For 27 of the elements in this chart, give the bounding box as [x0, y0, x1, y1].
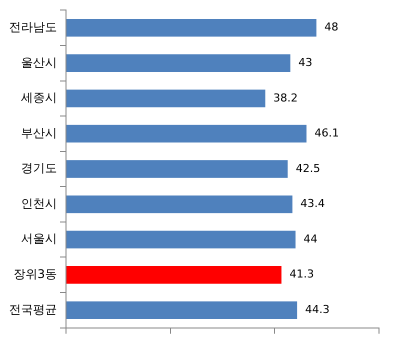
data-label: 44.3 [305, 303, 330, 316]
y-tick-label: 전국평균 [9, 302, 57, 316]
data-label: 48 [324, 20, 338, 34]
y-tick-label: 경기도 [21, 161, 57, 176]
y-tick-label: 인천시 [21, 196, 57, 210]
data-label: 38.2 [273, 91, 298, 104]
bar [66, 90, 266, 108]
bar [66, 54, 290, 72]
bar [66, 19, 316, 37]
data-label: 44 [304, 232, 318, 246]
bar [66, 301, 298, 319]
y-tick-label: 전라남도 [9, 20, 57, 34]
y-tick-label: 서울시 [21, 232, 57, 246]
y-tick-label: 세종시 [21, 90, 57, 105]
data-label: 43.4 [300, 197, 325, 210]
data-label: 46.1 [314, 126, 339, 140]
bar [66, 230, 296, 248]
data-label: 43 [298, 56, 312, 69]
bar [66, 266, 282, 284]
data-label: 42.5 [296, 162, 320, 175]
bar [66, 124, 306, 143]
bar [66, 195, 292, 214]
y-tick-label: 장위3동 [13, 266, 57, 281]
bar [66, 160, 288, 178]
data-label: 41.3 [289, 268, 314, 281]
y-tick-label: 부산시 [21, 126, 57, 140]
y-tick-label: 울산시 [21, 55, 57, 70]
